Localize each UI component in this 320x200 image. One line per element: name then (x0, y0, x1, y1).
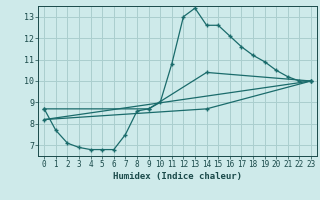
X-axis label: Humidex (Indice chaleur): Humidex (Indice chaleur) (113, 172, 242, 181)
